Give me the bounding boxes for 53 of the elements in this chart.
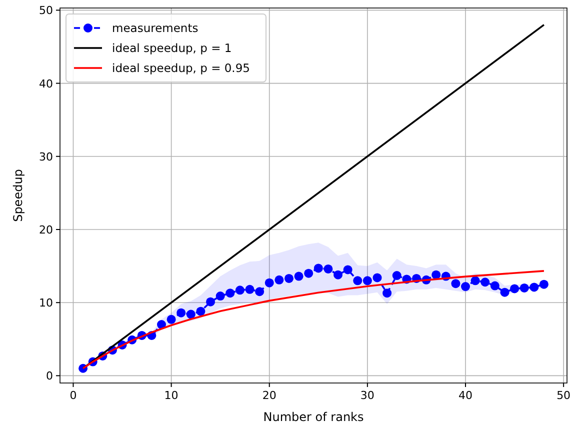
point xyxy=(324,264,333,274)
point xyxy=(382,288,392,298)
point xyxy=(480,278,490,287)
y-axis-title: Speedup xyxy=(11,169,25,222)
point xyxy=(334,270,343,280)
point xyxy=(206,297,216,306)
point xyxy=(226,288,235,298)
x-tick-label: 10 xyxy=(164,389,178,402)
point xyxy=(186,310,196,319)
point xyxy=(166,314,176,324)
point xyxy=(274,275,284,284)
point xyxy=(520,283,529,292)
x-tick-label: 0 xyxy=(70,389,77,402)
point xyxy=(539,280,548,289)
point xyxy=(432,270,441,280)
point xyxy=(284,274,294,283)
point xyxy=(451,279,460,288)
point xyxy=(294,272,304,281)
point xyxy=(176,308,186,318)
y-tick-label: 40 xyxy=(39,77,53,90)
point xyxy=(196,306,206,316)
y-tick-label: 30 xyxy=(39,150,53,164)
point xyxy=(461,282,470,292)
point xyxy=(314,264,323,273)
legend-label: ideal speedup, p = 0.95 xyxy=(112,61,250,75)
point xyxy=(255,287,264,296)
point xyxy=(264,278,274,288)
point xyxy=(470,276,480,286)
legend-label: measurements xyxy=(112,21,198,35)
point xyxy=(304,268,314,278)
x-tick-label: 50 xyxy=(556,389,571,402)
point xyxy=(392,271,402,280)
point xyxy=(372,273,382,282)
point xyxy=(353,276,362,286)
point xyxy=(343,265,352,274)
x-axis-title: Number of ranks xyxy=(263,410,364,424)
y-tick-label: 50 xyxy=(39,4,53,18)
x-tick-label: 20 xyxy=(262,389,276,402)
y-tick-label: 10 xyxy=(39,296,53,310)
x-tick-label: 40 xyxy=(458,389,472,402)
y-tick-label: 0 xyxy=(46,370,53,383)
y-tick-label: 20 xyxy=(39,223,53,236)
x-tick-label: 30 xyxy=(360,389,374,402)
point xyxy=(530,282,539,292)
point xyxy=(490,281,500,290)
point xyxy=(500,288,510,297)
point xyxy=(235,286,244,295)
point xyxy=(216,292,225,301)
point xyxy=(157,320,166,330)
point xyxy=(510,284,520,294)
legend-label: ideal speedup, p = 1 xyxy=(112,41,232,55)
point xyxy=(362,276,372,286)
point xyxy=(245,284,254,294)
